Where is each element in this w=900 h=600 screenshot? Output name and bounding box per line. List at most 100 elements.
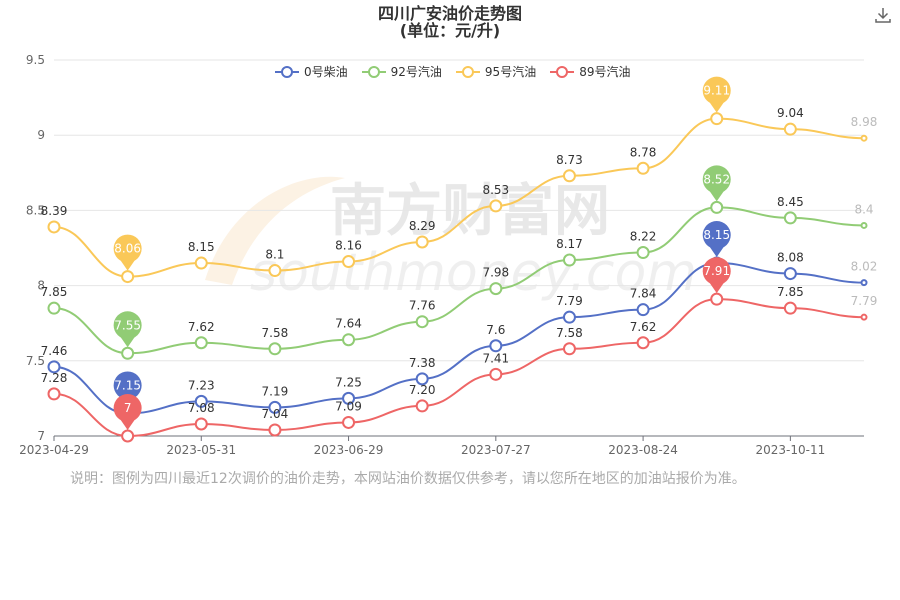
data-point	[489, 199, 503, 213]
data-label: 8.17	[556, 237, 583, 251]
data-label: 7.79	[851, 294, 878, 308]
data-point	[860, 221, 868, 229]
data-label: 8.08	[777, 251, 804, 265]
data-label: 7.85	[777, 285, 804, 299]
data-label: 8.29	[409, 219, 436, 233]
legend-marker	[455, 65, 480, 78]
data-label: 7.46	[41, 344, 68, 358]
legend-item[interactable]: 0号柴油	[275, 63, 348, 80]
data-label: 7.09	[335, 399, 362, 413]
pin-label: 7.15	[114, 378, 141, 392]
legend-item[interactable]: 95号汽油	[455, 63, 536, 80]
pin-head	[702, 221, 731, 250]
x-tick-label: 2023-04-29	[19, 443, 89, 457]
data-point	[783, 122, 797, 136]
data-label: 8.4	[854, 202, 873, 216]
data-label: 7.62	[188, 320, 215, 334]
pin-label: 8.15	[703, 228, 730, 242]
data-point	[860, 279, 868, 287]
legend-label: 92号汽油	[390, 65, 442, 79]
x-tick-label: 2023-05-31	[166, 443, 236, 457]
data-label: 7.79	[556, 294, 583, 308]
pin-head	[113, 394, 142, 422]
data-point	[194, 417, 208, 431]
data-label: 7.20	[409, 383, 436, 397]
data-label: 7.38	[409, 356, 436, 370]
data-label: 7.04	[262, 407, 289, 421]
data-point	[121, 346, 135, 360]
data-label: 7.25	[335, 375, 362, 389]
y-tick-label: 9	[37, 128, 45, 142]
data-label: 7.98	[482, 266, 509, 280]
x-tick-label: 2023-08-24	[608, 443, 678, 457]
data-point	[489, 282, 503, 296]
chart-subtitle: (单位：元/升)	[399, 21, 501, 40]
data-point	[268, 264, 282, 278]
data-point	[47, 301, 61, 315]
data-label: 8.53	[482, 183, 509, 197]
legend-label: 0号柴油	[304, 65, 348, 79]
data-label: 7.23	[188, 378, 215, 392]
pin-marker: 7	[113, 394, 142, 430]
data-point	[860, 313, 868, 321]
data-label: 7.28	[41, 371, 68, 385]
data-point	[268, 423, 282, 437]
data-point	[783, 211, 797, 225]
pin-marker: 8.06	[113, 234, 142, 271]
data-label: 7.19	[262, 384, 289, 398]
data-point	[562, 169, 576, 183]
data-point	[636, 161, 650, 175]
data-point	[194, 394, 208, 408]
data-point	[710, 292, 724, 306]
data-point	[342, 255, 356, 269]
data-label: 7.41	[482, 351, 509, 365]
download-icon[interactable]	[874, 6, 892, 24]
pin-label: 7	[124, 401, 132, 415]
pin-marker: 8.52	[702, 165, 731, 202]
y-tick-label: 8.5	[26, 203, 45, 217]
data-point	[342, 391, 356, 405]
data-label: 8.1	[265, 248, 284, 262]
data-label: 7.76	[409, 299, 436, 313]
data-point	[47, 220, 61, 234]
data-point	[342, 415, 356, 429]
pin-marker: 7.91	[702, 257, 731, 294]
pin-label: 8.06	[114, 242, 141, 256]
y-tick-label: 8	[37, 279, 45, 293]
pin-label: 7.55	[114, 318, 141, 332]
watermark-swoosh	[205, 176, 345, 285]
chart-title: 四川广安油价走势图	[377, 4, 522, 23]
legend-label: 89号汽油	[579, 65, 631, 79]
data-label: 8.98	[851, 115, 878, 129]
data-point	[860, 134, 868, 142]
x-tick-label: 2023-10-11	[755, 443, 825, 457]
data-point	[489, 367, 503, 381]
legend-item[interactable]: 92号汽油	[361, 63, 442, 80]
data-label: 7.64	[335, 317, 362, 331]
data-point	[121, 429, 135, 443]
chart-legend: 0号柴油 92号汽油 95号汽油 89号汽油	[275, 63, 630, 80]
pin-head	[113, 311, 142, 340]
chart-note: 说明：图例为四川最近12次调价的油价走势，本网站油价数据仅供参考，请以您所在地区…	[70, 471, 746, 487]
data-point	[636, 336, 650, 350]
data-point	[415, 235, 429, 249]
data-point	[342, 333, 356, 347]
legend-item[interactable]: 89号汽油	[550, 63, 630, 80]
series-line	[53, 298, 865, 438]
pin-head	[702, 76, 731, 105]
legend-marker	[275, 65, 299, 78]
data-point	[710, 200, 724, 214]
data-label: 7.62	[630, 320, 657, 334]
data-point	[268, 400, 282, 414]
data-point	[121, 270, 135, 284]
data-point	[636, 246, 650, 260]
data-point	[415, 399, 429, 413]
data-label: 8.45	[777, 195, 804, 209]
data-label: 8.73	[556, 153, 583, 167]
data-label: 8.22	[630, 230, 657, 244]
data-point	[783, 267, 797, 281]
pin-head	[113, 234, 142, 263]
data-point	[562, 253, 576, 267]
